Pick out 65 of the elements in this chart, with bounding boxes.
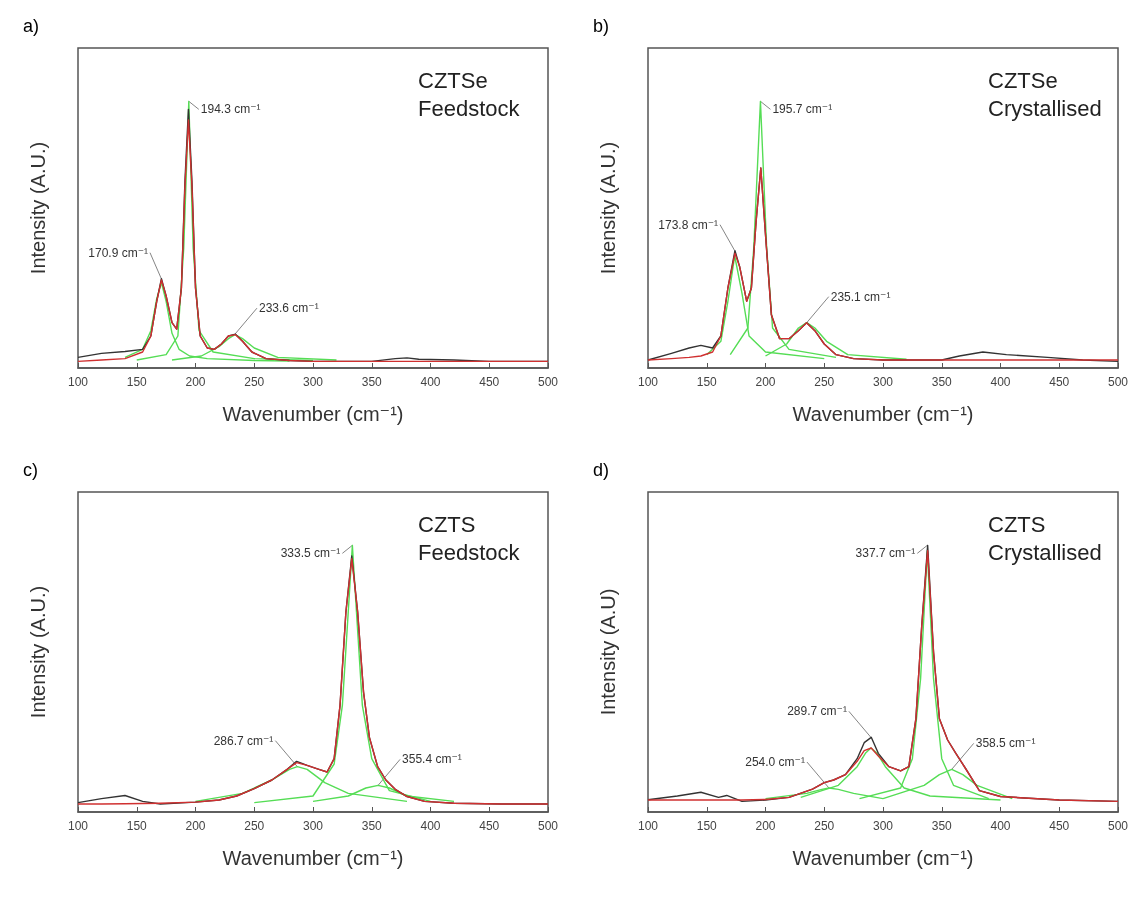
x-tick-label: 100 [67,375,89,389]
x-tick-label: 300 [302,375,324,389]
x-tick-label: 200 [185,819,206,833]
y-axis-title: Intensity (A.U) [597,588,619,716]
x-axis-title: Wavenumber (cm⁻¹) [792,847,974,869]
annotation: 355.4 cm⁻¹ [402,752,462,767]
x-tick-label: 500 [1107,819,1129,833]
y-axis-title: Intensity (A.U.) [27,141,49,275]
x-tick-label: 350 [361,819,383,833]
x-tick-label: 350 [931,375,953,389]
annotation: 235.1 cm⁻¹ [830,289,891,304]
annotation: 254.0 cm⁻¹ [745,755,805,769]
x-tick-label: 400 [990,375,1011,389]
x-axis-title: Wavenumber (cm⁻¹) [222,847,404,869]
x-tick-label: 100 [637,375,659,389]
x-tick-label: 400 [990,819,1011,833]
x-tick-label: 250 [244,375,265,389]
x-tick-label: 500 [1107,375,1129,389]
x-tick-label: 300 [302,819,324,833]
y-axis-title: Intensity (A.U.) [27,585,49,719]
x-tick-label: 250 [814,375,835,389]
x-axis-title: Wavenumber (cm⁻¹) [792,403,974,425]
annotation: 289.7 cm⁻¹ [787,704,847,719]
x-tick-label: 350 [931,819,953,833]
annotation: CZTS Crystallised [988,511,1102,565]
annotation: 170.9 cm⁻¹ [88,245,148,260]
x-tick-label: 450 [479,819,500,833]
x-tick-label: 400 [420,375,441,389]
annotation: 286.7 cm⁻¹ [213,733,274,748]
annotation: CZTS Feedstock [418,511,521,565]
x-tick-label: 400 [420,819,441,833]
chart-title: d) [593,460,610,480]
annotation: CZTSe Crystallised [988,67,1102,121]
annotation: 194.3 cm⁻¹ [200,102,261,117]
chart-title: a) [23,16,40,36]
x-tick-label: 150 [126,819,148,833]
x-tick-label: 250 [814,819,835,833]
x-tick-label: 450 [1049,375,1070,389]
x-tick-label: 200 [755,819,776,833]
x-tick-label: 300 [872,375,894,389]
x-tick-label: 150 [126,375,148,389]
x-tick-label: 150 [696,819,718,833]
x-tick-label: 450 [1049,819,1070,833]
x-tick-label: 100 [637,819,659,833]
annotation: 337.7 cm⁻¹ [855,546,916,561]
x-tick-label: 200 [185,375,206,389]
x-tick-label: 500 [537,819,559,833]
x-tick-label: 100 [67,819,89,833]
x-tick-label: 300 [872,819,894,833]
x-tick-label: 450 [479,375,500,389]
chart-title: c) [23,460,38,480]
x-tick-label: 350 [361,375,383,389]
x-tick-label: 200 [755,375,776,389]
chart-title: b) [593,16,610,36]
x-tick-label: 250 [244,819,265,833]
annotation: CZTSe Feedstock [418,67,521,121]
annotation: 233.6 cm⁻¹ [258,301,319,316]
x-tick-label: 500 [537,375,559,389]
annotation: 358.5 cm⁻¹ [975,736,1036,751]
x-axis-title: Wavenumber (cm⁻¹) [222,403,404,425]
annotation: 195.7 cm⁻¹ [772,102,833,117]
y-axis-title: Intensity (A.U.) [597,141,619,275]
annotation: 173.8 cm⁻¹ [658,217,718,232]
annotation: 333.5 cm⁻¹ [280,546,341,561]
x-tick-label: 150 [696,375,718,389]
